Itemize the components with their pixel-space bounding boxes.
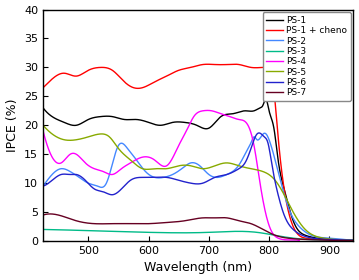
PS-4 (297, 239, 301, 242)
PS-1 (264, 97, 268, 101)
PS-2 (229, 171, 234, 174)
PS-1 + cheno (348, 239, 352, 242)
PS-3 (221, 230, 225, 234)
PS-1 (229, 112, 234, 116)
PS-5 (221, 162, 225, 165)
PS-1 (277, 164, 281, 167)
PS-5 (351, 239, 356, 242)
PS-5 (276, 183, 281, 187)
PS-3 (229, 230, 234, 233)
Line: PS-5: PS-5 (43, 125, 354, 241)
PS-2 (221, 174, 225, 178)
Line: PS-7: PS-7 (43, 214, 354, 241)
PS-4 (262, 204, 266, 207)
PS-6 (351, 239, 356, 242)
PS-4 (196, 110, 201, 114)
PS-4 (205, 109, 210, 112)
PS-6 (221, 174, 225, 177)
Y-axis label: IPCE (%): IPCE (%) (5, 99, 19, 152)
PS-2 (350, 238, 354, 242)
PS-1 + cheno (309, 237, 313, 241)
PS-2 (277, 173, 281, 176)
PS-4 (236, 118, 240, 121)
PS-6 (41, 184, 45, 188)
PS-7 (48, 212, 52, 216)
PS-3 (351, 239, 356, 242)
PS-5 (60, 137, 64, 141)
PS-5 (229, 162, 234, 165)
PS-2 (239, 160, 243, 164)
PS-7 (351, 239, 356, 242)
PS-7 (222, 216, 226, 219)
PS-7 (239, 220, 243, 223)
PS-1 (239, 110, 243, 113)
PS-1 (221, 113, 225, 117)
PS-4 (204, 109, 209, 112)
PS-1 + cheno (232, 62, 236, 66)
PS-7 (277, 235, 281, 238)
Line: PS-6: PS-6 (43, 133, 354, 241)
PS-4 (57, 162, 61, 165)
PS-1 (60, 120, 64, 123)
PS-7 (345, 239, 350, 242)
PS-1 + cheno (277, 143, 281, 147)
PS-6 (239, 166, 243, 169)
PS-7 (41, 213, 45, 217)
PS-7 (309, 238, 313, 241)
PS-6 (277, 196, 281, 199)
PS-1 + cheno (351, 239, 356, 242)
PS-1 + cheno (41, 86, 45, 89)
PS-1 (309, 235, 313, 239)
PS-5 (308, 232, 312, 235)
PS-7 (230, 217, 234, 221)
PS-2 (41, 184, 45, 188)
Line: PS-3: PS-3 (43, 229, 354, 241)
PS-6 (257, 131, 261, 135)
PS-2 (309, 233, 313, 237)
PS-1 + cheno (221, 63, 225, 66)
PS-4 (190, 118, 194, 122)
Line: PS-4: PS-4 (43, 110, 299, 241)
Line: PS-1: PS-1 (43, 99, 354, 241)
PS-3 (276, 234, 281, 238)
PS-1 + cheno (60, 72, 64, 75)
PS-2 (351, 238, 356, 242)
PS-1 + cheno (239, 63, 243, 67)
PS-5 (41, 123, 45, 127)
PS-3 (308, 238, 312, 241)
PS-6 (229, 171, 234, 174)
Line: PS-1 + cheno: PS-1 + cheno (43, 64, 354, 241)
PS-4 (41, 129, 45, 133)
PS-3 (60, 228, 64, 232)
PS-7 (60, 214, 65, 218)
PS-2 (262, 132, 267, 135)
PS-6 (60, 172, 64, 176)
PS-6 (309, 236, 313, 239)
PS-1 + cheno (229, 63, 234, 66)
Legend: PS-1, PS-1 + cheno, PS-2, PS-3, PS-4, PS-5, PS-6, PS-7: PS-1, PS-1 + cheno, PS-2, PS-3, PS-4, PS… (263, 12, 351, 101)
PS-1 (41, 106, 45, 109)
Line: PS-2: PS-2 (43, 133, 354, 240)
PS-1 (351, 239, 356, 242)
PS-2 (60, 167, 64, 170)
PS-3 (41, 228, 45, 231)
PS-5 (239, 165, 243, 168)
X-axis label: Wavelength (nm): Wavelength (nm) (144, 262, 252, 274)
PS-3 (239, 230, 243, 233)
